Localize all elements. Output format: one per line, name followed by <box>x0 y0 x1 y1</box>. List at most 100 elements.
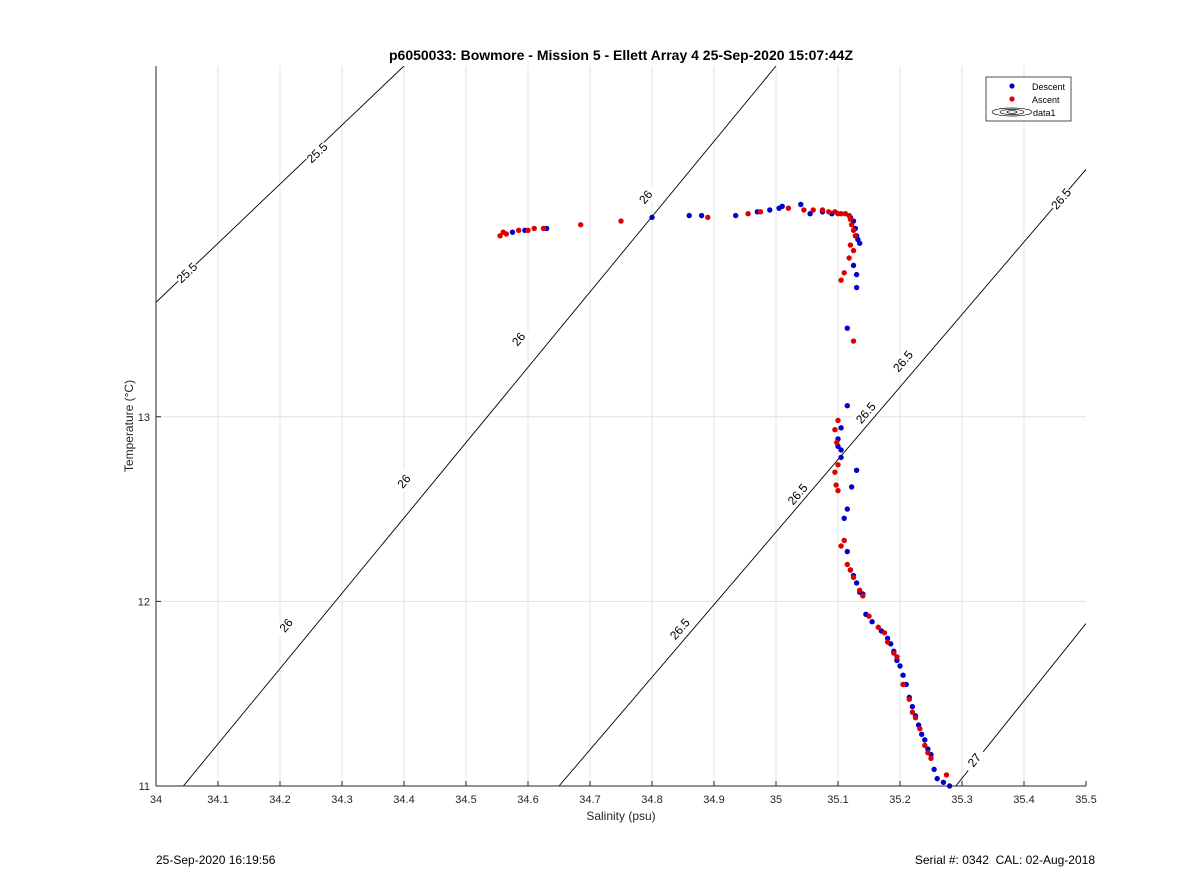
ascent-point <box>922 742 928 749</box>
legend-contour-icon <box>991 107 1033 117</box>
descent-point <box>922 737 928 743</box>
ascent-point <box>835 417 841 424</box>
ascent-point <box>884 639 891 645</box>
descent-point <box>807 210 813 217</box>
descent-point <box>767 207 773 213</box>
x-tick-label: 35.4 <box>1013 794 1034 806</box>
descent-point <box>853 580 860 586</box>
ascent-point <box>866 613 872 619</box>
density-contour-26 <box>182 66 777 786</box>
contour-label-bg <box>666 615 694 643</box>
ascent-point <box>531 225 537 232</box>
ascent-point <box>540 225 547 232</box>
print-timestamp: 25-Sep-2020 16:19:56 <box>156 853 276 867</box>
descent-point <box>838 454 844 461</box>
ascent-point <box>850 338 857 344</box>
ascent-point <box>860 593 866 599</box>
descent-point <box>925 746 931 752</box>
y-tick-label: 12 <box>138 596 150 608</box>
descent-point <box>940 779 947 786</box>
ascent-point <box>925 750 931 756</box>
descent-point <box>909 703 916 710</box>
descent-point <box>853 271 860 278</box>
ascent-point <box>833 482 839 488</box>
contour-label-bg <box>889 347 917 376</box>
ascent-point <box>875 624 881 630</box>
descent-point <box>733 212 739 219</box>
x-tick-label: 34.9 <box>703 794 724 806</box>
descent-point <box>798 201 804 208</box>
descent-point <box>838 425 844 431</box>
ascent-point <box>891 650 897 656</box>
legend: Descent Ascent data1 <box>985 76 1072 122</box>
descent-point <box>509 229 516 235</box>
descent-point <box>931 766 937 773</box>
contour-label-bg <box>390 467 418 496</box>
density-contours <box>156 66 1086 786</box>
legend-ascent-marker <box>1009 96 1015 102</box>
descent-point <box>841 515 847 522</box>
plot-area <box>156 66 1086 786</box>
ascent-point <box>838 277 844 283</box>
ascent-point <box>705 214 711 221</box>
descent-point <box>838 447 844 453</box>
x-tick-label: 35.5 <box>1075 794 1096 806</box>
ascent-point <box>838 543 844 549</box>
ascent-point <box>834 439 840 446</box>
ascent-point <box>928 755 934 762</box>
descent-point <box>884 635 891 642</box>
legend-data1-label: data1 <box>1033 108 1056 118</box>
axes <box>155 66 1086 787</box>
ascent-point <box>838 210 844 217</box>
contour-label-bg <box>784 480 811 508</box>
ascent-point <box>917 726 923 732</box>
ascent-point <box>516 227 522 234</box>
descent-point <box>844 506 850 512</box>
legend-ascent-label: Ascent <box>1032 95 1060 105</box>
descent-point <box>869 618 875 625</box>
x-tick-label: 35.2 <box>889 794 910 806</box>
ascent-point <box>850 247 857 254</box>
x-tick-label: 34.4 <box>393 794 414 806</box>
density-contour-25.5 <box>156 66 405 303</box>
ascent-point <box>906 696 912 702</box>
ascent-point <box>846 255 852 261</box>
x-tick-label: 34.7 <box>579 794 600 806</box>
contour-label-bg <box>961 746 988 774</box>
descent-point <box>844 548 850 555</box>
ascent-point <box>857 587 863 594</box>
ascent-point <box>841 537 847 544</box>
x-tick-label: 35.1 <box>827 794 848 806</box>
descent-point <box>934 775 940 782</box>
serial-cal-info: Serial #: 0342 CAL: 02-Aug-2018 <box>915 853 1095 867</box>
x-tick-label: 35 <box>770 794 782 806</box>
ascent-point <box>850 574 857 581</box>
contour-label-bg <box>852 399 880 427</box>
ascent-point <box>503 231 509 237</box>
ascent-point <box>757 209 764 215</box>
ascent-point <box>819 207 826 213</box>
x-axis-label: Salinity (psu) <box>586 809 655 823</box>
contour-label-bg <box>505 325 532 353</box>
contour-label-bg <box>1048 185 1075 213</box>
y-axis-label: Temperature (°C) <box>122 380 136 472</box>
ascent-point <box>785 205 792 211</box>
descent-point <box>649 214 655 221</box>
chart-title: p6050033: Bowmore - Mission 5 - Ellett A… <box>389 47 853 63</box>
serial-number: Serial #: 0342 <box>914 853 989 867</box>
x-tick-label: 34.3 <box>331 794 352 806</box>
ascent-point <box>900 681 906 688</box>
grid <box>156 66 1086 786</box>
descent-point <box>686 212 692 219</box>
ascent-point <box>912 714 919 721</box>
descent-point <box>897 663 903 669</box>
ascent-point <box>847 216 854 222</box>
ascent-point <box>578 222 584 228</box>
ascent-point <box>847 567 854 573</box>
ascent-point <box>835 487 841 494</box>
contour-label-bg <box>173 259 201 287</box>
descent-point <box>853 467 860 474</box>
descent-point <box>698 212 705 219</box>
ascent-point <box>826 209 832 215</box>
